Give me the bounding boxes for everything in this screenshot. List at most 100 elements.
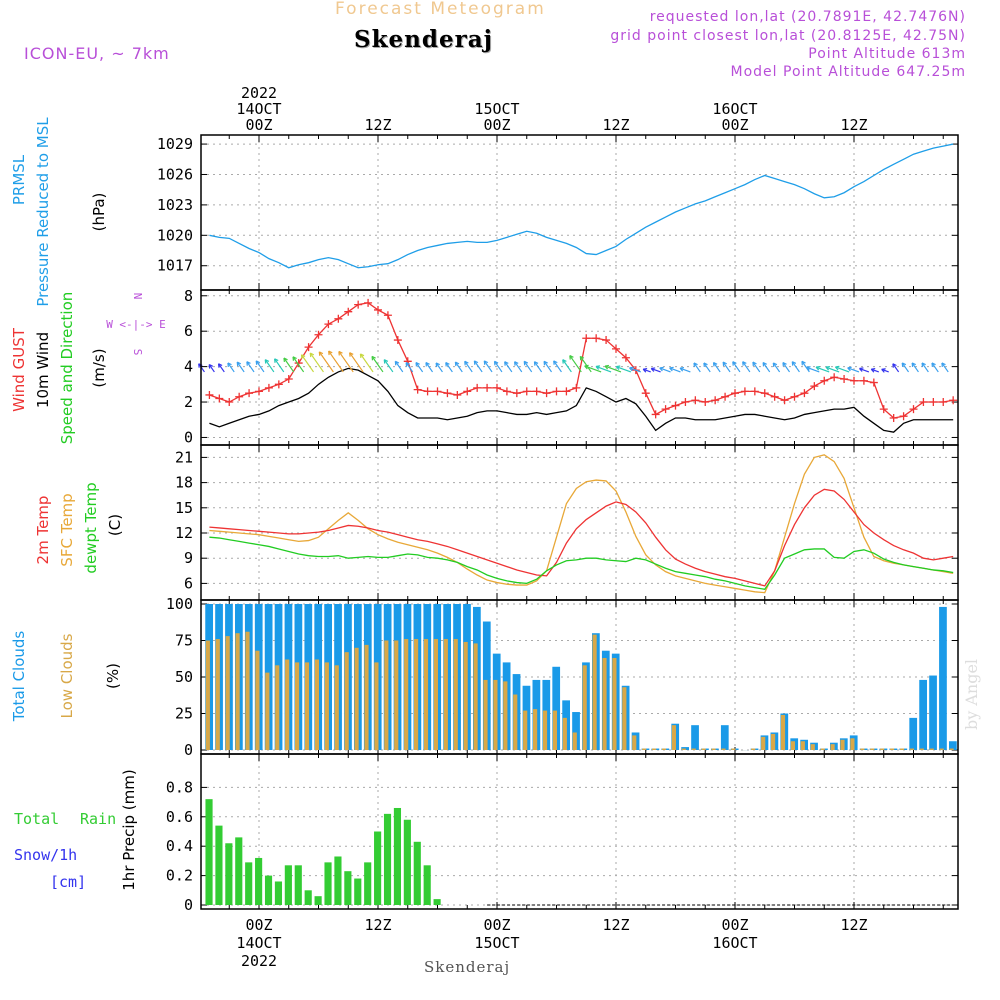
wind-direction-arrowhead — [246, 361, 251, 366]
wind-direction-arrow — [629, 367, 641, 373]
wind-direction-arrow — [464, 360, 473, 373]
low-cloud-bar — [552, 710, 558, 750]
low-cloud-bar — [612, 658, 617, 750]
wind-direction-arrow — [901, 362, 910, 373]
wind-direction-arrow — [359, 353, 374, 373]
gust-marker — [314, 330, 323, 339]
wind-direction-arrow — [236, 361, 245, 373]
wind-direction-arrowhead — [338, 350, 343, 356]
gust-marker — [443, 389, 452, 398]
rain-bar — [403, 819, 411, 905]
top-time-label: 00Z — [483, 116, 510, 134]
wind-direction-arrowhead — [650, 367, 656, 372]
rain-bar — [235, 837, 243, 905]
low-cloud-bar — [602, 658, 607, 750]
wind-direction-arrowhead — [752, 361, 757, 367]
low-cloud-bar — [304, 662, 310, 750]
gust-label: Wind GUST — [10, 327, 28, 412]
low-cloud-bar — [870, 748, 875, 750]
low-cloud-bar — [840, 739, 845, 750]
wind-direction-arrow — [227, 362, 235, 373]
gust-marker — [621, 353, 630, 362]
2m-temp-label: 2m Temp — [34, 496, 52, 565]
wind-direction-arrowhead — [454, 361, 460, 367]
rain-bar — [284, 865, 292, 905]
ytick-label: 12 — [175, 524, 193, 542]
low-cloud-bar — [483, 679, 488, 750]
rain-bar — [225, 843, 233, 905]
gust-marker — [413, 385, 422, 394]
gust-marker — [760, 389, 769, 398]
wind-direction-arrow — [679, 367, 691, 373]
gust-marker — [463, 387, 472, 396]
gust-marker — [919, 398, 928, 407]
wind-direction-arrow — [415, 362, 424, 373]
ytick-label: 6 — [184, 322, 193, 340]
wind-direction-arrow — [255, 360, 265, 373]
wind-direction-arrowhead — [264, 359, 270, 364]
low-cloud-bar — [344, 652, 349, 750]
low-cloud-bar — [314, 659, 320, 750]
wind-direction-arrow — [806, 366, 820, 373]
wind-direction-arrowhead — [791, 361, 797, 366]
wind-direction-arrow — [782, 362, 791, 373]
wind-direction-arrow — [713, 362, 721, 373]
requested-coords: requested lon,lat (20.7891E, 42.7476N) — [649, 9, 966, 25]
wind-direction-arrowhead — [227, 362, 232, 367]
wind-direction-arrowhead — [584, 364, 589, 370]
wind-direction-arrowhead — [309, 352, 315, 358]
wind-direction-arrow — [931, 362, 939, 373]
gust-marker — [255, 387, 263, 396]
wind-direction-arrowhead — [881, 368, 886, 373]
bottom-time-label: 12Z — [364, 916, 391, 934]
wind-direction-arrowhead — [562, 359, 567, 364]
rain-bar — [423, 865, 431, 905]
gust-marker — [562, 387, 571, 396]
wind-direction-arrow — [435, 362, 443, 373]
super-title: Forecast Meteogram — [335, 0, 546, 19]
bottom-time-label: 14OCT — [236, 934, 281, 952]
low-cloud-bar — [433, 639, 439, 750]
gust-marker — [859, 376, 868, 385]
wind-direction-arrowhead — [712, 361, 718, 367]
low-cloud-bar — [919, 748, 924, 750]
precip-total-label: Total — [14, 810, 59, 828]
gust-marker — [602, 336, 611, 345]
wind-direction-arrowhead — [579, 355, 585, 361]
wind-direction-arrow — [651, 367, 661, 373]
rain-bar — [433, 899, 441, 905]
temp-unit: (C) — [106, 514, 124, 536]
gust-marker — [939, 398, 948, 407]
wind-direction-arrow — [425, 362, 434, 373]
bottom-time-label: 16OCT — [712, 934, 757, 952]
low-cloud-bar — [780, 714, 786, 750]
wind-direction-arrow — [292, 356, 305, 373]
wind-direction-arrow — [762, 362, 771, 373]
wind-direction-arrow — [371, 356, 384, 373]
low-cloud-bar — [572, 732, 577, 750]
low-cloud-bar — [939, 748, 944, 750]
gust-marker — [245, 389, 254, 398]
wind-direction-arrowhead — [292, 356, 297, 361]
wind-direction-arrowhead — [255, 360, 261, 365]
wind-direction-arrowhead — [742, 361, 747, 366]
wind-direction-label: Speed and Direction — [58, 292, 76, 445]
low-cloud-bar — [394, 640, 399, 750]
top-time-label: 12Z — [840, 116, 867, 134]
wind-direction-arrow — [616, 366, 632, 373]
low-cloud-bar — [414, 639, 419, 750]
wind-direction-arrowhead — [425, 361, 430, 367]
low-cloud-bar — [453, 639, 458, 750]
wind-direction-arrowhead — [911, 362, 916, 367]
sfc-temp-label: SFC Temp — [58, 493, 76, 566]
precip-snow-unit: [cm] — [50, 873, 86, 891]
wind-direction-arrow — [722, 361, 731, 373]
low-cloud-bar — [324, 662, 329, 750]
bottom-time-label: 00Z — [483, 916, 510, 934]
rain-bar — [215, 825, 223, 905]
wind-direction-arrow — [349, 352, 364, 373]
grid-point-coords: grid point closest lon,lat (20.8125E, 42… — [610, 28, 966, 44]
gust-marker — [304, 343, 313, 352]
gust-marker — [502, 387, 511, 396]
